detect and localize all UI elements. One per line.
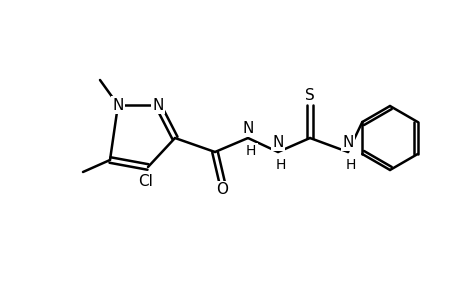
Text: N: N: [152, 98, 163, 112]
Text: N: N: [242, 121, 253, 136]
Text: O: O: [216, 182, 228, 197]
Text: H: H: [275, 158, 285, 172]
Text: H: H: [245, 144, 256, 158]
Text: N: N: [341, 134, 353, 149]
Text: N: N: [272, 134, 283, 149]
Text: N: N: [112, 98, 123, 112]
Text: H: H: [345, 158, 355, 172]
Text: S: S: [304, 88, 314, 103]
Text: Cl: Cl: [138, 175, 153, 190]
